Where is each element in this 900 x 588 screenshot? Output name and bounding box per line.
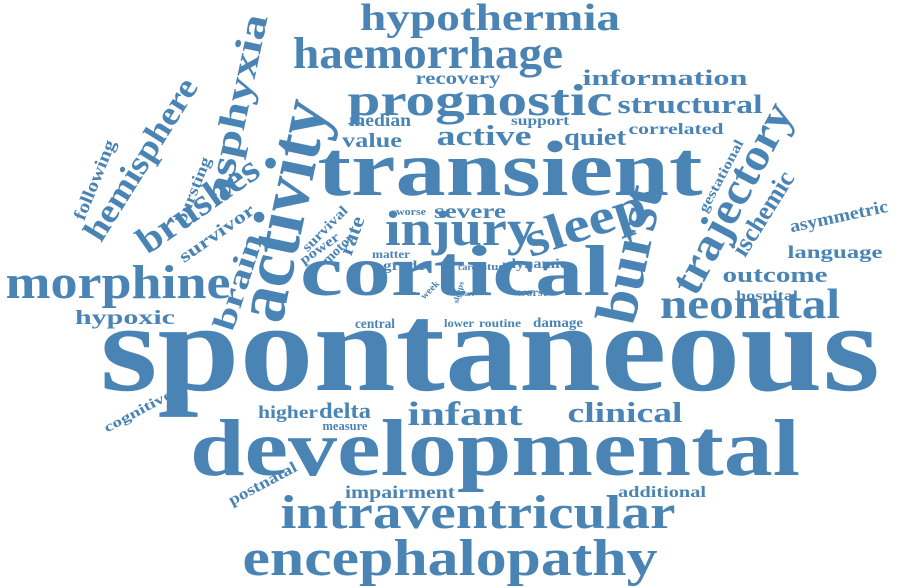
word-infant: infant	[408, 396, 524, 433]
word-injury: injury	[385, 200, 535, 256]
word-impairment: impairment	[345, 482, 455, 502]
word-grade: grade	[383, 259, 425, 274]
word-central: central	[355, 317, 395, 332]
word-study: study	[482, 262, 512, 273]
word-structural: structural	[618, 90, 763, 119]
word-severe: severe	[434, 201, 506, 223]
word-hypothermia: hypothermia	[360, 0, 620, 39]
word-intraventricular: intraventricular	[281, 486, 676, 539]
word-worse: worse	[396, 206, 426, 218]
word-haemorrhage: haemorrhage	[293, 29, 563, 78]
word-care: care	[458, 262, 476, 272]
word-outcome: outcome	[723, 262, 828, 287]
word-encephalopathy: encephalopathy	[243, 530, 658, 587]
word-damage: damage	[533, 316, 583, 331]
word-spontaneous: spontaneous	[100, 279, 880, 418]
word-support: support	[511, 114, 569, 129]
word-hospital: hospital	[736, 289, 798, 304]
word-developmental: developmental	[190, 405, 800, 493]
word-asymmetric: asymmetric	[788, 196, 890, 236]
word-correlated: correlated	[629, 121, 724, 138]
word-neonatal: neonatal	[660, 282, 840, 328]
word-active: active	[437, 121, 532, 152]
word-clinical: clinical	[568, 398, 683, 429]
word-information: information	[583, 65, 748, 90]
word-measure: measure	[323, 418, 368, 433]
word-value: value	[342, 130, 402, 152]
word-higher: higher	[258, 402, 318, 422]
word-routine: routine	[479, 316, 522, 330]
word-transient: transient	[318, 125, 703, 212]
word-quiet: quiet	[564, 125, 626, 151]
word-delta: delta	[319, 398, 371, 423]
word-recovery: recovery	[416, 68, 501, 88]
word-cortical: cortical	[300, 231, 610, 311]
word-language: language	[788, 242, 883, 262]
word-part: part	[460, 290, 475, 298]
word-worst: worst	[517, 285, 547, 299]
word-additional: additional	[618, 484, 707, 501]
word-prognostic: prognostic	[348, 76, 613, 125]
word-lower: lower	[444, 316, 475, 330]
word-median: median	[349, 110, 411, 130]
word-matter: matter	[372, 247, 411, 261]
word-hypoxic: hypoxic	[75, 307, 175, 329]
word-morphine: morphine	[6, 256, 231, 309]
word-dynamic: dynamic	[507, 257, 567, 272]
